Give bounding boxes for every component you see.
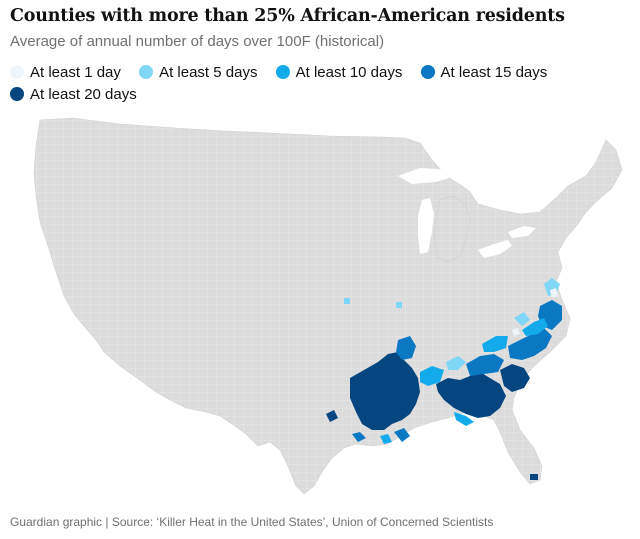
legend-swatch-icon (139, 65, 154, 79)
counties-5-days-tn (446, 356, 466, 370)
legend-swatch-icon (275, 65, 290, 79)
counties-20-days-east (436, 372, 506, 418)
lake-erie (478, 240, 512, 258)
lake-michigan (418, 198, 434, 254)
legend-label: At least 20 days (30, 85, 137, 103)
counties-15-days-sc-nc (508, 328, 552, 360)
legend-label: At least 15 days (440, 63, 548, 81)
source-credit: Guardian graphic | Source: ‘Killer Heat … (10, 515, 494, 529)
us-county-map (33, 117, 623, 495)
legend-label: At least 5 days (159, 63, 258, 81)
counties-5-days-nc-piedmont (514, 312, 530, 326)
counties-10-days-la-coast (380, 434, 392, 444)
legend-label: At least 1 day (30, 63, 121, 81)
counties-20-days-texas (326, 410, 338, 422)
counties-10-days-nc (522, 318, 548, 336)
chart-title: Counties with more than 25% African-Amer… (10, 6, 565, 26)
legend-item-5-days: At least 5 days (139, 61, 257, 83)
lake-ontario (508, 226, 536, 238)
legend-label: At least 10 days (295, 63, 403, 81)
legend-item-20-days: At least 20 days (10, 83, 137, 105)
legend-swatch-icon (420, 65, 435, 79)
lake-superior (398, 168, 456, 184)
legend-item-1-day: At least 1 day (10, 61, 121, 83)
counties-10-days-fl-panhandle (454, 412, 474, 426)
highlighted-counties (326, 278, 562, 480)
counties-5-days-ok (344, 298, 402, 308)
us-landmass (33, 117, 623, 495)
counties-20-days-west (350, 352, 420, 430)
counties-20-days-coast (500, 364, 530, 392)
michigan-peninsula (433, 195, 471, 263)
legend-swatch-icon (10, 65, 24, 79)
counties-15-days-gulf (352, 428, 410, 442)
legend-item-15-days: At least 15 days (420, 61, 548, 83)
legend-swatch-icon (10, 87, 24, 101)
counties-20-days-florida (530, 474, 538, 480)
counties-15-days-al-ga (466, 354, 504, 376)
counties-15-days-ar-la (396, 336, 416, 360)
chart-subtitle: Average of annual number of days over 10… (10, 33, 385, 50)
counties-10-days-ga-sc (482, 336, 508, 352)
counties-1-day-de-nj (512, 288, 558, 336)
counties-10-days-tn-ms (420, 366, 444, 386)
legend: At least 1 day At least 5 days At least … (10, 61, 570, 105)
legend-item-10-days: At least 10 days (275, 61, 403, 83)
